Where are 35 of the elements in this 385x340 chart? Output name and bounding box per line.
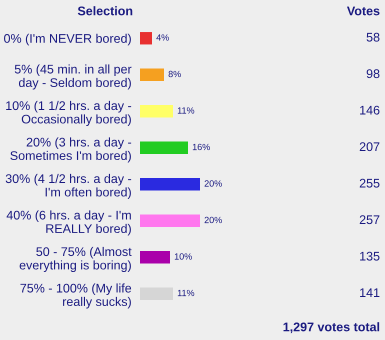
bar: [140, 178, 200, 190]
bar: [140, 288, 173, 300]
text: 98: [366, 69, 380, 78]
bar: [140, 251, 170, 264]
y-tick-label: 10% (1 1/2 hrs. a day - Occasionally bored): [6, 100, 132, 126]
y-tick-label: 50 - 75% (Almost everything is boring): [20, 246, 132, 272]
y-tick-label: 20% (3 hrs. a day - Sometimes I'm bored): [10, 137, 132, 163]
text: 257: [360, 215, 380, 224]
y-tick-label: 75% - 100% (My life really sucks): [20, 283, 132, 309]
bar: [140, 32, 152, 44]
y-tick-label: 30% (4 1/2 hrs. a day - I'm often bored): [6, 174, 132, 200]
y-tick-label: 40% (6 hrs. a day - I'm REALLY bored): [6, 210, 131, 236]
data-label: 10%: [174, 253, 192, 260]
y-tick-label: 0% (I'm NEVER bored): [4, 34, 131, 46]
data-label: 11%: [178, 290, 194, 296]
y-axis-title: Selection: [78, 6, 132, 16]
bar: [140, 214, 200, 227]
text: 58: [366, 32, 380, 42]
text: 207: [360, 142, 380, 152]
text: 1,297 votes total: [284, 322, 380, 334]
y-tick-label: 5% (45 min. in all per day - Seldom bored): [14, 64, 132, 90]
text: 141: [360, 288, 380, 297]
text: 255: [360, 178, 380, 188]
bar: [140, 142, 188, 154]
data-label: 11%: [178, 107, 194, 114]
data-label: 20%: [204, 180, 222, 187]
bar: [140, 68, 164, 81]
text: 135: [360, 252, 380, 261]
bar: [140, 105, 173, 118]
data-label: 8%: [168, 70, 181, 78]
text: Votes: [346, 6, 380, 16]
data-label: 16%: [192, 144, 210, 150]
data-label: 20%: [204, 216, 222, 224]
data-label: 4%: [156, 34, 169, 41]
text: 146: [360, 106, 380, 115]
